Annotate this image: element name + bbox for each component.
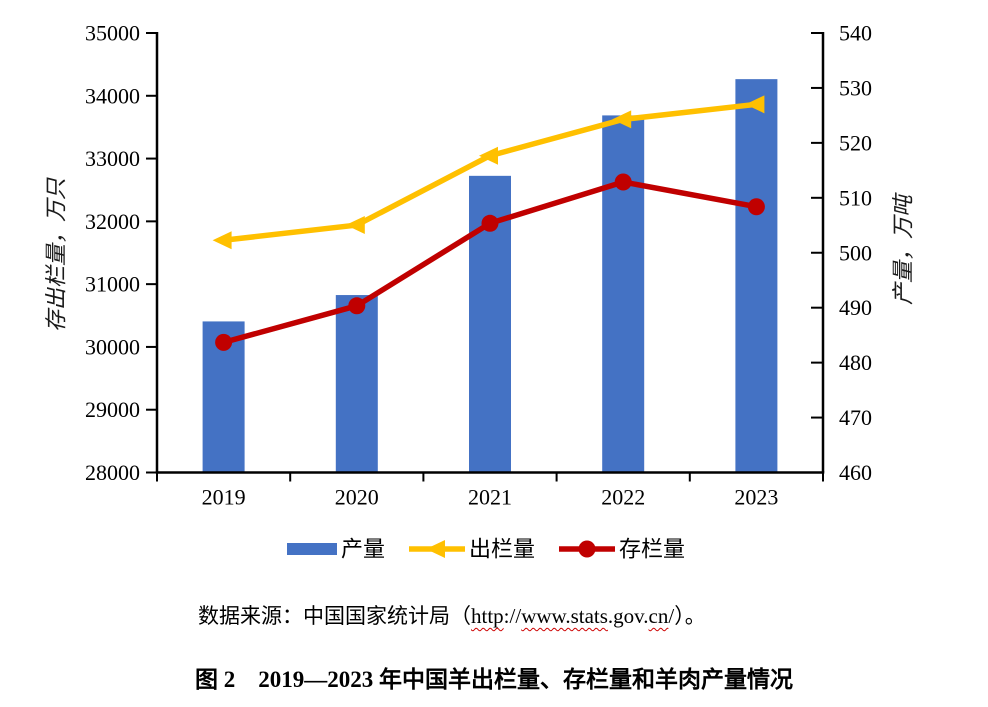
combo-chart: 28000 29000 30000 31000 32000 33000 34000 35000… [44, 21, 916, 562]
bar-production-2020 [335, 295, 378, 473]
left-tick-label: 34000 [85, 83, 140, 108]
left-axis-title: 存出栏量，万只 [44, 177, 69, 332]
x-axis-label-2020: 2020 [335, 485, 379, 510]
legend-label-production: 产量 [341, 537, 385, 562]
right-tick-label: 480 [839, 350, 872, 375]
bar-production-2023 [735, 79, 778, 473]
figure-caption: 图 2 2019—2023 年中国羊出栏量、存栏量和羊肉产量情况 [195, 667, 793, 692]
left-tick-label: 31000 [85, 272, 140, 297]
marker-stock-2020 [348, 297, 366, 315]
left-tick-label: 32000 [85, 209, 140, 234]
note-segment: /）。 [668, 604, 706, 628]
marker-slaughter-2021 [479, 146, 498, 165]
url-segment-spellcheck: http [471, 604, 504, 628]
left-tick-label: 35000 [85, 21, 140, 46]
marker-stock-2021 [481, 214, 499, 232]
note-segment: 数据来源：中国国家统计局（ [198, 604, 471, 628]
right-tick-label: 460 [839, 460, 872, 485]
marker-slaughter-2023 [745, 95, 765, 114]
data-source-note: 数据来源：中国国家统计局（http://www.stats.gov.cn/）。 [198, 600, 706, 630]
right-tick-label: 520 [839, 130, 872, 155]
right-tick-label: 510 [839, 185, 872, 210]
marker-stock-2023 [747, 198, 765, 216]
legend-marker-stock [578, 540, 596, 558]
right-tick-label: 500 [839, 240, 872, 265]
left-tick-label: 30000 [85, 334, 140, 359]
left-tick-label: 33000 [85, 146, 140, 171]
note-segment: .gov. [607, 604, 649, 628]
right-tick-label: 530 [839, 75, 872, 100]
right-axis-title: 产量，万吨 [891, 192, 916, 305]
bar-production-2022 [602, 115, 645, 473]
marker-stock-2019 [215, 333, 233, 351]
x-axis-label-2021: 2021 [468, 485, 512, 510]
legend-marker-slaughter [426, 540, 445, 558]
right-tick-label: 470 [839, 405, 872, 430]
url-segment-spellcheck: www.stats [521, 604, 608, 628]
marker-slaughter-2019 [212, 231, 232, 250]
x-axis-label-2019: 2019 [202, 485, 246, 510]
legend-label-slaughter: 出栏量 [469, 537, 535, 562]
right-tick-label: 490 [839, 295, 872, 320]
right-tick-label: 540 [839, 21, 872, 46]
legend-swatch-production [287, 543, 337, 555]
url-segment-spellcheck: cn [648, 604, 669, 628]
data-source-text: 数据来源：中国国家统计局（http://www.stats.gov.cn/）。 [198, 604, 706, 628]
marker-slaughter-2020 [345, 216, 365, 235]
left-tick-label: 29000 [85, 397, 140, 422]
marker-stock-2022 [614, 173, 632, 191]
legend-label-stock: 存栏量 [619, 537, 685, 562]
note-segment: :// [503, 604, 522, 628]
marker-slaughter-2022 [612, 110, 632, 129]
x-axis-label-2023: 2023 [734, 485, 778, 510]
left-tick-label: 28000 [85, 460, 140, 485]
x-axis-label-2022: 2022 [601, 485, 645, 510]
